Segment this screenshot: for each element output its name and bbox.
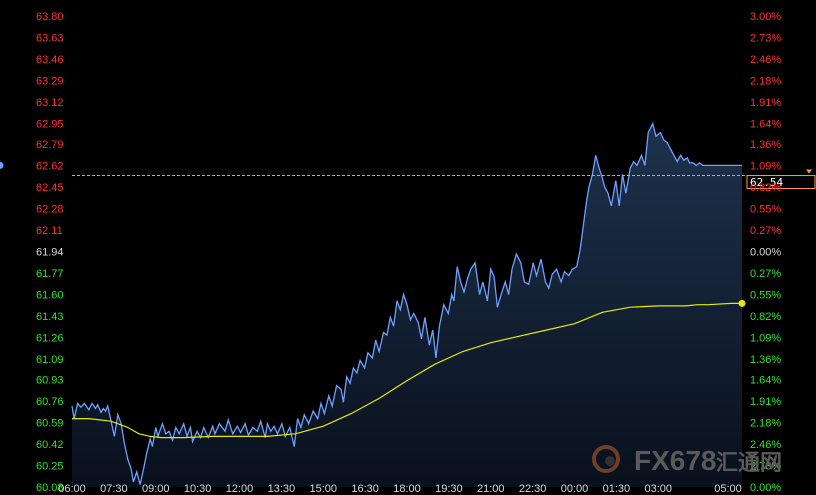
left-axis-tick-label: 63.29 bbox=[36, 76, 64, 88]
left-axis: 63.80 63.63 63.46 63.29 63.12 62.95 62.79 62.62… bbox=[36, 11, 64, 494]
left-axis-tick-label: 61.60 bbox=[36, 290, 64, 302]
x-axis-tick-label: 18:00 bbox=[393, 483, 421, 495]
fx678-logo-inner-icon bbox=[605, 456, 615, 466]
right-axis-tick-label: 1.09% bbox=[750, 333, 781, 345]
right-axis-tick-label: 1.91% bbox=[750, 97, 781, 109]
right-axis-tick-label: 0.55% bbox=[750, 203, 781, 215]
left-axis-tick-label: 62.62 bbox=[36, 160, 64, 172]
average-series-line bbox=[72, 302, 742, 439]
left-axis-tick-label: 61.43 bbox=[36, 311, 64, 323]
right-axis-tick-label: 2.73% bbox=[750, 460, 781, 472]
right-axis-tick-label: 1.91% bbox=[750, 396, 781, 408]
left-axis-tick-label: 61.26 bbox=[36, 333, 64, 345]
current-price-box bbox=[746, 175, 816, 190]
price-series-line bbox=[71, 121, 742, 485]
left-axis-tick-label: 62.45 bbox=[36, 182, 64, 194]
current-price-marker-icon bbox=[806, 169, 812, 174]
x-axis-tick-label: 13:30 bbox=[268, 483, 296, 495]
x-axis-tick-label: 16:30 bbox=[351, 483, 379, 495]
right-axis-tick-label: 2.18% bbox=[750, 76, 781, 88]
left-axis-tick-label: 61.77 bbox=[36, 268, 64, 280]
x-axis-tick-label: 15:00 bbox=[309, 483, 337, 495]
x-axis-tick-label: 10:30 bbox=[184, 483, 212, 495]
x-axis-tick-label: 05:00 bbox=[714, 483, 742, 495]
left-axis-tick-label: 62.79 bbox=[36, 139, 64, 151]
watermark: FX678 汇通网 bbox=[592, 445, 782, 476]
right-axis-tick-label: 1.64% bbox=[750, 119, 781, 131]
right-axis-tick-label: 2.73% bbox=[750, 33, 781, 45]
x-axis-tick-label: 06:00 bbox=[58, 483, 86, 495]
current-price-label: 62.54 bbox=[750, 176, 783, 189]
right-axis-tick-label: 0.55% bbox=[750, 290, 781, 302]
right-axis-tick-label: 2.18% bbox=[750, 417, 781, 429]
left-axis-tick-label: 63.12 bbox=[36, 97, 64, 109]
right-axis-tick-label: 1.09% bbox=[750, 160, 781, 172]
left-axis-tick-label: 60.76 bbox=[36, 396, 64, 408]
current-price-reference: 62.54 bbox=[72, 169, 816, 190]
watermark-cn: 汇通网 bbox=[716, 450, 782, 475]
x-axis-tick-label: 03:00 bbox=[644, 483, 672, 495]
left-axis-tick-label: 62.95 bbox=[36, 119, 64, 131]
x-axis-tick-label: 09:00 bbox=[142, 483, 170, 495]
right-axis-tick-label: 0.27% bbox=[750, 225, 781, 237]
left-axis-tick-label: 62.11 bbox=[36, 225, 63, 237]
left-axis-tick-label: 60.59 bbox=[36, 417, 64, 429]
left-axis-tick-label: 60.42 bbox=[36, 439, 64, 451]
left-axis-tick-label: 61.94 bbox=[36, 247, 64, 259]
right-axis-tick-label: 0.00% bbox=[750, 247, 781, 259]
price-end-point bbox=[0, 161, 4, 169]
right-axis-tick-label: 3.00% bbox=[750, 11, 781, 23]
right-axis-tick-label: 1.64% bbox=[750, 374, 781, 386]
left-axis-tick-label: 60.93 bbox=[36, 374, 64, 386]
right-axis-tick-label: 0.82% bbox=[750, 311, 781, 323]
x-axis-tick-label: 21:00 bbox=[477, 483, 505, 495]
right-axis-tick-label: 0.82% bbox=[750, 182, 781, 194]
x-axis-tick-label: 19:30 bbox=[435, 483, 463, 495]
left-axis-tick-label: 61.09 bbox=[36, 354, 64, 366]
right-axis-tick-label: 1.36% bbox=[750, 354, 781, 366]
x-axis-tick-label: 01:30 bbox=[603, 483, 631, 495]
x-axis: 06:00 07:30 09:00 10:30 12:00 13:30 15:00 16:30… bbox=[58, 483, 742, 495]
series-lines bbox=[0, 121, 746, 485]
x-axis-tick-label: 12:00 bbox=[226, 483, 254, 495]
x-axis-tick-label: 07:30 bbox=[100, 483, 128, 495]
left-axis-tick-label: 60.25 bbox=[36, 460, 64, 472]
left-axis-tick-label: 62.28 bbox=[36, 203, 64, 215]
right-axis-tick-label: 0.27% bbox=[750, 268, 781, 280]
right-axis: 3.00% 2.73% 2.46% 2.18% 1.91% 1.64% 1.36% 1.09%… bbox=[750, 11, 781, 494]
left-axis-tick-label: 63.63 bbox=[36, 33, 64, 45]
left-axis-tick-label: 63.46 bbox=[36, 54, 64, 66]
left-axis-tick-label: 63.80 bbox=[36, 11, 64, 23]
right-axis-tick-label: 2.46% bbox=[750, 54, 781, 66]
watermark-brand: FX678 bbox=[634, 445, 717, 476]
fx678-logo-icon bbox=[592, 445, 620, 473]
right-axis-tick-label: 0.00% bbox=[750, 482, 781, 494]
average-end-point bbox=[738, 299, 746, 307]
right-axis-tick-label: 1.36% bbox=[750, 139, 781, 151]
left-axis-tick-label: 60.08 bbox=[36, 482, 64, 494]
x-axis-tick-label: 22:30 bbox=[519, 483, 547, 495]
x-axis-tick-label: 00:00 bbox=[561, 483, 589, 495]
right-axis-tick-label: 2.46% bbox=[750, 439, 781, 451]
